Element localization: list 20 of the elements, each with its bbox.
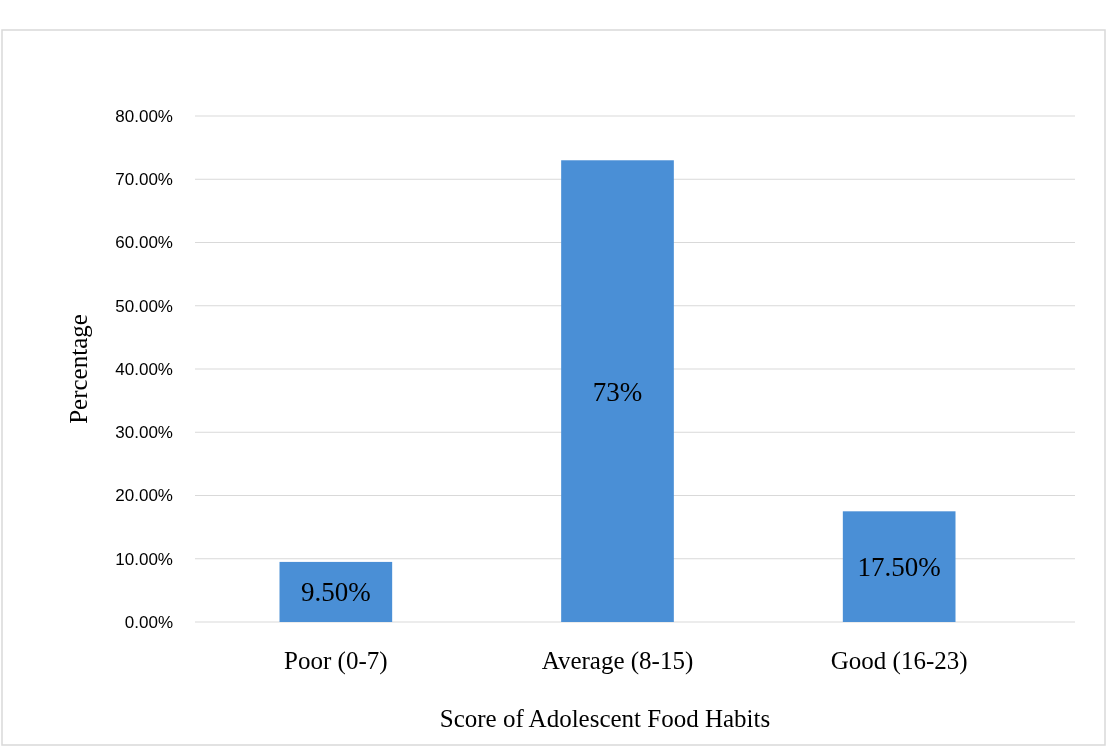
- y-axis-title: Percentage: [64, 314, 92, 424]
- y-tick-label: 10.00%: [115, 549, 173, 569]
- bar: [561, 160, 674, 622]
- y-tick-label: 30.00%: [115, 423, 173, 443]
- y-tick-label: 50.00%: [115, 296, 173, 316]
- bar: [279, 561, 393, 622]
- x-axis-title: Score of Adolescent Food Habits: [439, 704, 771, 732]
- bar: [842, 511, 956, 622]
- x-tick-label: Average (8-15): [541, 646, 694, 675]
- y-tick-label: 60.00%: [115, 233, 173, 253]
- data-label: 17.50%: [857, 552, 941, 583]
- y-tick-label: 20.00%: [115, 486, 173, 506]
- x-tick-label: Poor (0-7): [284, 646, 388, 675]
- data-label: 9.50%: [300, 577, 371, 608]
- data-label: 73%: [592, 376, 643, 407]
- y-tick-label: 40.00%: [115, 359, 173, 379]
- y-tick-label: 80.00%: [115, 106, 173, 126]
- y-tick-label: 0.00%: [124, 612, 173, 632]
- y-tick-label: 70.00%: [115, 170, 173, 190]
- x-tick-label: Good (16-23): [830, 646, 968, 675]
